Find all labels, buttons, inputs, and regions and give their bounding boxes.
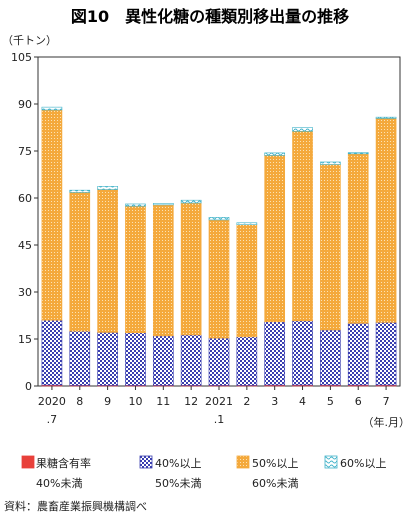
legend-label: 果糖含有率 — [36, 456, 91, 470]
y-axis-unit: （千トン） — [2, 34, 57, 47]
bar-segment — [375, 322, 397, 386]
bar-segment — [236, 222, 258, 225]
bar-segment — [208, 337, 230, 386]
bar-segment — [97, 332, 118, 386]
bar-segment — [375, 116, 397, 119]
source-note: 資料：農畜産業振興機構調べ — [4, 499, 147, 513]
legend-label: 60%未満 — [252, 477, 298, 490]
bar-segment — [41, 109, 63, 321]
bar-segment — [69, 330, 91, 386]
bar-segment — [264, 321, 286, 386]
y-axis: 0 15 30 45 60 75 90 105 — [11, 51, 38, 393]
y-tick-label: 45 — [18, 239, 32, 252]
legend-swatch — [21, 455, 35, 469]
bar-segment — [292, 130, 313, 322]
y-tick-label: 30 — [18, 286, 32, 299]
bar-segment — [69, 192, 91, 332]
y-tick-label: 90 — [18, 98, 32, 111]
bar-segment — [69, 189, 91, 193]
bar-segment — [347, 323, 369, 386]
x-tick-label: 12 — [184, 395, 198, 408]
y-tick-label: 15 — [18, 333, 32, 346]
bar-segment — [208, 217, 230, 221]
x-tick-label: 4 — [299, 395, 306, 408]
legend: 果糖含有率 40%未満 40%以上 50%未満 50%以上 60%未満 60%以上 — [21, 455, 386, 490]
bar-segment — [320, 161, 341, 165]
bar-segment — [152, 203, 174, 206]
bar-segment — [180, 199, 202, 204]
bar-segment — [264, 155, 286, 323]
bar-segment — [125, 332, 146, 386]
plot-area — [37, 56, 401, 387]
bar-segment — [236, 224, 258, 338]
x-tick-label: 11 — [156, 395, 170, 408]
legend-label: 50%以上 — [252, 457, 298, 470]
bar-segment — [264, 152, 286, 156]
bar-segment — [347, 152, 369, 155]
y-tick-label: 75 — [18, 145, 32, 158]
x-tick-label: 6 — [355, 395, 362, 408]
bar-segment — [292, 320, 313, 386]
bar-segment — [152, 204, 174, 337]
bar-segment — [375, 118, 397, 323]
bar-segment — [208, 219, 230, 339]
legend-swatch — [236, 455, 250, 469]
legend-label: 60%以上 — [340, 457, 386, 470]
bar-segment — [292, 127, 313, 132]
bar-segment — [125, 205, 146, 334]
bar-segment — [97, 186, 118, 190]
legend-swatch — [324, 455, 338, 469]
bar-segment — [347, 153, 369, 324]
bar-segment — [320, 164, 341, 331]
bar-segment — [152, 335, 174, 386]
bar-segment — [236, 336, 258, 386]
bar-segment — [41, 106, 63, 111]
legend-swatch — [139, 455, 153, 469]
y-tick-label: 105 — [11, 51, 32, 64]
x-tick-label: 5 — [327, 395, 334, 408]
bar-segment — [41, 319, 63, 386]
y-tick-label: 60 — [18, 192, 32, 205]
x-tick-label: 7 — [383, 395, 390, 408]
x-tick-label: 10 — [128, 395, 142, 408]
legend-label: 40%未満 — [36, 477, 82, 490]
x-tick-label: 9 — [104, 395, 111, 408]
x-tick-sublabel: .7 — [47, 413, 58, 426]
x-tick-sublabel: .1 — [214, 413, 225, 426]
bar-segment — [97, 189, 118, 333]
x-tick-label: 2020 — [38, 395, 66, 408]
x-axis-unit: （年.月） — [363, 415, 411, 429]
x-tick-label: 2 — [243, 395, 250, 408]
legend-label: 50%未満 — [155, 477, 201, 490]
x-tick-label: 8 — [76, 395, 83, 408]
x-axis: 2020 .7 8 9 10 11 12 2021 .1 2 3 4 5 6 7 — [38, 386, 390, 426]
bar-segment — [180, 334, 202, 386]
legend-label: 40%以上 — [155, 457, 201, 470]
chart-title: 図10 異性化糖の種類別移出量の推移 — [71, 7, 349, 26]
bar-segment — [125, 203, 146, 207]
x-tick-label: 3 — [271, 395, 278, 408]
bar-segment — [320, 329, 341, 386]
x-tick-label: 2021 — [205, 395, 233, 408]
y-tick-label: 0 — [25, 380, 32, 393]
bar-segment — [180, 202, 202, 336]
